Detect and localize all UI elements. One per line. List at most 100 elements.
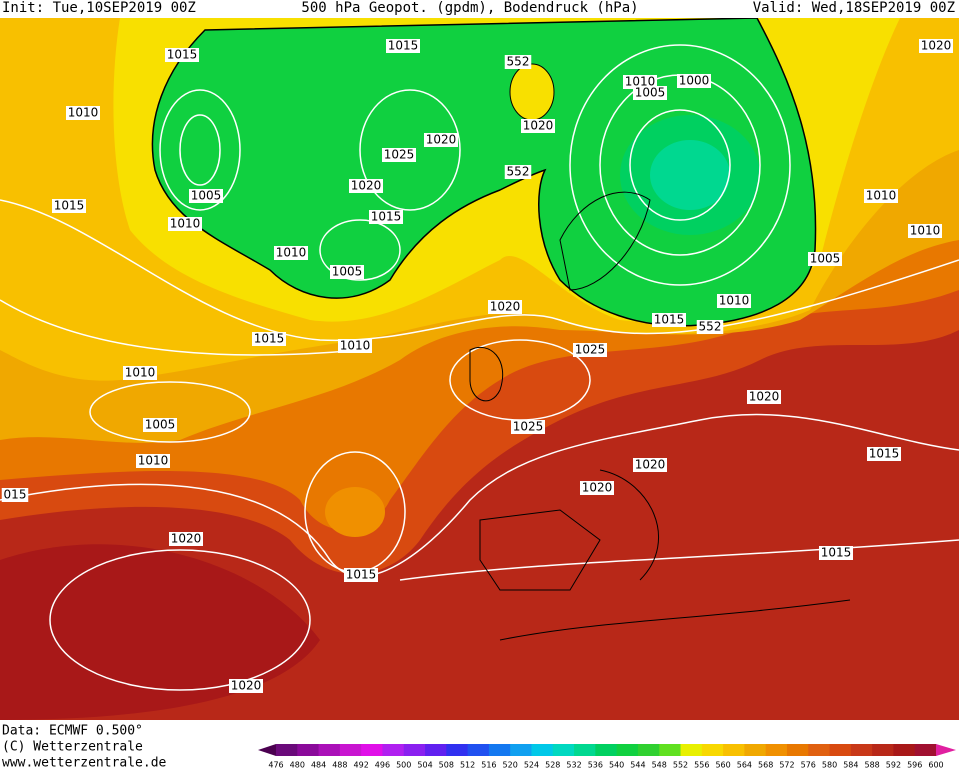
colorbar-label: 488 — [332, 761, 347, 770]
colorbar-label: 492 — [354, 761, 369, 770]
colorbar-cell — [574, 744, 596, 756]
colorbar-label: 552 — [673, 761, 688, 770]
isobar-label: 552 — [507, 55, 530, 69]
colorbar-label: 584 — [843, 761, 858, 770]
isobar-label-box — [521, 119, 555, 133]
isobar-label: 1010 — [340, 339, 371, 353]
isobar-label: 1015 — [254, 332, 285, 346]
isobar-label: 1020 — [635, 458, 666, 472]
colorbar-label: 592 — [886, 761, 901, 770]
colorbar-cell — [531, 744, 554, 756]
colorbar-label: 532 — [566, 761, 581, 770]
isobar-label-box — [623, 75, 657, 89]
isobar-label-box — [677, 74, 711, 88]
data-source: Data: ECMWF 0.500° — [2, 724, 143, 739]
isobar-label-box — [229, 679, 263, 693]
colorbar-cell — [276, 744, 298, 756]
colorbar-label: 484 — [311, 761, 326, 770]
isobar-label-box — [864, 189, 898, 203]
colorbar-cell — [680, 744, 703, 756]
isobar-label: 552 — [699, 320, 722, 334]
colorbar-cell — [403, 744, 426, 756]
colorbar-cell — [297, 744, 320, 756]
isobar-label: 1005 — [332, 265, 363, 279]
colorbar-cell — [765, 744, 788, 756]
colorbar-cell — [616, 744, 639, 756]
isobar-label: 1010 — [138, 454, 169, 468]
isobar-label-box — [165, 48, 199, 62]
colorbar-label: 600 — [928, 761, 943, 770]
isobar-label: 552 — [507, 165, 530, 179]
isobar-label-box — [908, 224, 942, 238]
colorbar-label: 504 — [417, 761, 432, 770]
colorbar-label: 508 — [439, 761, 454, 770]
isobar-label-box — [573, 343, 607, 357]
isobar-label: 1005 — [635, 86, 666, 100]
field-yellow-blob — [509, 63, 555, 121]
isobar-label: 1020 — [231, 679, 262, 693]
colorbar-label: 524 — [524, 761, 539, 770]
isobar-label-box — [504, 55, 532, 69]
isobar-label-box — [252, 332, 286, 346]
isobar-label: 1000 — [679, 74, 710, 88]
colorbar-cell — [808, 744, 831, 756]
isobar-label: 1010 — [170, 217, 201, 231]
colorbar-label: 476 — [268, 761, 283, 770]
isobar-label: 1020 — [749, 390, 780, 404]
map: 1015 1015 1010 552 1020 1010 1000 1005 1020 1020 1… — [0, 17, 959, 720]
isobar-label: 1025 — [575, 343, 606, 357]
colorbar-cell — [914, 744, 937, 756]
colorbar-label: 544 — [630, 761, 645, 770]
colorbar-cell — [488, 744, 511, 756]
colorbar-cell — [318, 744, 341, 756]
isobar-label: 1010 — [276, 246, 307, 260]
isobar-label-box — [633, 458, 667, 472]
colorbar-cell — [552, 744, 575, 756]
isobar-label-box — [867, 447, 901, 461]
colorbar-label: 516 — [481, 761, 496, 770]
isobar-label: 1020 — [351, 179, 382, 193]
isobar-labels: 1015 1015 1010 552 1020 1010 1000 1005 1020 1020 1… — [1, 39, 953, 693]
isobar-label-box — [169, 532, 203, 546]
colorbar-cell — [382, 744, 405, 756]
isobar-label-box — [808, 252, 842, 266]
header-bar — [0, 0, 959, 18]
website: www.wetterzentrale.de — [2, 756, 167, 770]
colorbar-label: 480 — [290, 761, 305, 770]
colorbar-cell — [361, 744, 383, 756]
colorbar-label: 536 — [588, 761, 603, 770]
colorbar-cell — [339, 744, 362, 756]
isobar-label-box — [652, 313, 686, 327]
isobar-label-box — [143, 418, 177, 432]
colorbar-cell — [659, 744, 682, 756]
colorbar: 476 480 484 488 492 496 500 504 508 512 516 520 524 5… — [258, 744, 956, 770]
isobar-label-box — [382, 148, 416, 162]
valid-time: Valid: Wed,18SEP2019 00Z — [753, 0, 955, 16]
init-time: Init: Tue,10SEP2019 00Z — [2, 0, 196, 16]
isobar-label-box — [488, 300, 522, 314]
isobar-label: 1005 — [810, 252, 841, 266]
isobars — [0, 44, 959, 691]
isobar-label: 1015 — [654, 313, 685, 327]
isobar-label-box — [511, 420, 545, 434]
colorbar-cell — [446, 744, 469, 756]
isobar-label: 1010 — [719, 294, 750, 308]
isobar-label-box — [52, 199, 86, 213]
colorbar-cell — [893, 744, 916, 756]
isobar-label: 1015 — [167, 48, 198, 62]
isobar-label: 1005 — [191, 189, 222, 203]
colorbar-cell — [850, 744, 873, 756]
isobar-label: 015 — [4, 488, 27, 502]
isobar-label: 1020 — [171, 532, 202, 546]
coastlines — [469, 191, 851, 641]
isobar-label-box — [819, 546, 853, 560]
isobar-label-box — [189, 189, 223, 203]
isobar-label-box — [696, 320, 724, 334]
colorbar-label: 556 — [694, 761, 709, 770]
isobar-label-box — [66, 106, 100, 120]
colorbar-cell — [425, 744, 447, 756]
isobar-label-box — [386, 39, 420, 53]
isobar-label: 1015 — [388, 39, 419, 53]
colorbar-cell — [467, 744, 490, 756]
